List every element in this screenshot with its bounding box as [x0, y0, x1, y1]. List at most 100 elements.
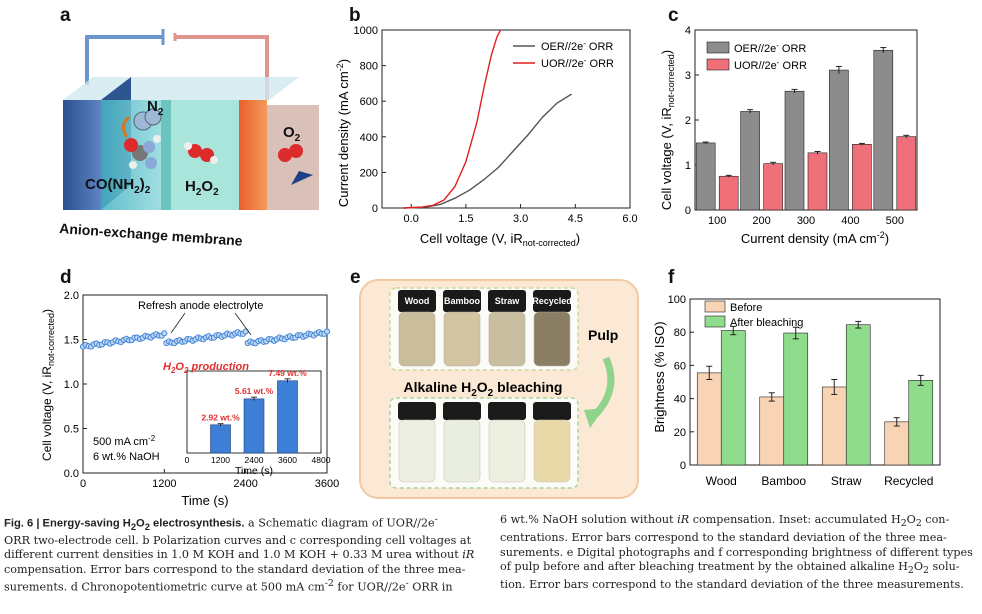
caption-line: surements. d Chronopotentiometric curve …	[4, 577, 453, 594]
vial-before	[533, 311, 571, 367]
caption-line: compensation. Error bars correspond to t…	[4, 562, 466, 576]
d-condition-current: 500 mA cm-2	[93, 434, 156, 448]
c-bar	[896, 136, 917, 211]
svg-text:After bleaching: After bleaching	[730, 317, 803, 329]
d-inset-bar-label: 5.61 wt.%	[235, 386, 274, 396]
caption-line: Fig. 6 | Energy-saving H2O2 electrosynth…	[4, 514, 438, 532]
c-ytick-label: 1	[685, 160, 691, 172]
d-annotation-arrow-left	[170, 312, 186, 334]
c-xtick-label: 400	[841, 215, 859, 227]
caption-col-2: 6 wt.% NaOH solution without iR compensa…	[500, 513, 978, 592]
caption-line: 6 wt.% NaOH solution without iR compensa…	[500, 513, 950, 530]
c-legend: OER//2e- ORR UOR//2e- ORR	[706, 41, 807, 72]
vial-before	[443, 311, 481, 367]
f-bar	[759, 396, 785, 466]
panel-label-e: e	[350, 267, 361, 288]
d-data-point	[323, 328, 331, 335]
vial-after	[533, 419, 571, 483]
c-bar	[852, 144, 872, 211]
c-xtick-label: 300	[797, 215, 815, 227]
d-inset-xlabel: Time (s)	[235, 465, 273, 477]
photo-after	[389, 397, 579, 489]
d-data-point	[161, 330, 168, 337]
caption-line: centrations. Error bars correspond to th…	[500, 531, 947, 545]
b-legend: OER//2e- ORR UOR//2e- ORR	[513, 39, 614, 70]
c-bar	[784, 90, 805, 211]
n2-label: N2	[147, 98, 164, 118]
f-ytick-label: 100	[668, 294, 686, 306]
d-ytick-label: 1.0	[64, 379, 79, 391]
anion-exchange-membrane	[161, 100, 171, 210]
c-ytick-label: 0	[685, 205, 691, 217]
pulp-label: Pulp	[588, 327, 618, 343]
wire-left	[85, 35, 163, 85]
d-inset-bar-label: 2.92 wt.%	[201, 413, 240, 423]
d-xtick-label: 3600	[315, 478, 339, 490]
caption-line: ORR two-electrode cell. b Polarization c…	[4, 534, 472, 548]
urea-molecule-icon	[124, 135, 161, 169]
d-ytick-label: 1.5	[64, 335, 79, 347]
b-ytick-label: 0	[372, 203, 378, 215]
c-ylabel: Cell voltage (V, iRnot-corrected)	[659, 50, 676, 210]
vial-cap-before	[443, 290, 481, 312]
vial-cap-before	[533, 290, 571, 312]
d-condition-electrolyte: 6 wt.% NaOH	[93, 451, 160, 463]
panel-label-c: c	[668, 5, 679, 26]
d-annotation-arrow-right	[234, 312, 252, 336]
bleach-label: Alkaline H2O2 bleaching	[404, 379, 563, 399]
c-xlabel: Current density (mA cm-2)	[741, 230, 889, 246]
c-bar	[763, 163, 783, 211]
caption-col-1: Fig. 6 | Energy-saving H2O2 electrosynth…	[4, 513, 482, 595]
f-xtick-label: Recycled	[884, 474, 933, 488]
chart-polarization: 0.0 1.5 3.0 4.5 6.0 0 200 400 600 800 1000 Cell vo…	[335, 25, 638, 248]
chart-brightness: 0 20 40 60 80 100 Wood Bamboo Straw Recycled Brig…	[652, 294, 941, 488]
c-bar	[829, 69, 849, 211]
caption-line: surements. e Digital photographs and f c…	[500, 545, 973, 559]
d-ytick-label: 2.0	[64, 290, 79, 302]
panel-label-a: a	[60, 5, 71, 26]
b-xtick-label: 0.0	[404, 213, 419, 225]
d-inset-bar-label: 7.49 wt.%	[268, 368, 307, 378]
vial-cap-after	[533, 402, 571, 420]
b-series-oer-line	[403, 93, 572, 209]
f-ytick-label: 40	[674, 394, 686, 406]
f-ytick-label: 20	[674, 427, 686, 439]
c-ytick-label: 2	[685, 115, 691, 127]
vial-after	[443, 419, 481, 483]
d-ytick-label: 0.0	[64, 468, 79, 480]
f-xtick-label: Wood	[706, 474, 737, 488]
c-xtick-label: 100	[708, 215, 726, 227]
vial-cap-after	[488, 402, 526, 420]
b-xtick-label: 6.0	[622, 213, 637, 225]
b-plot-frame	[381, 29, 631, 209]
d-inset-xtick-label: 2400	[245, 455, 264, 465]
d-inset-bar	[277, 380, 298, 454]
svg-text:UOR//2e- ORR: UOR//2e- ORR	[541, 56, 614, 70]
d-inset-bar	[210, 424, 231, 454]
b-xtick-label: 1.5	[458, 213, 473, 225]
f-plot-frame	[689, 298, 941, 466]
d-inset-xtick-label: 0	[185, 455, 190, 465]
vial-label: Straw	[495, 296, 521, 306]
d-xtick-label: 1200	[152, 478, 176, 490]
chart-cell-voltage: 0 1 2 3 4 100 200 300 400 500 Current density (mA…	[659, 25, 918, 246]
c-bar	[718, 175, 739, 211]
vial-before	[398, 311, 436, 367]
vial-after	[488, 419, 526, 483]
f-ytick-label: 0	[680, 460, 686, 472]
d-ytick-label: 0.5	[64, 424, 79, 436]
pulp-sheet	[267, 105, 319, 210]
svg-text:OER//2e- ORR: OER//2e- ORR	[541, 39, 613, 53]
panel-label-b: b	[349, 5, 361, 26]
svg-text:OER//2e- ORR: OER//2e- ORR	[734, 41, 806, 55]
vial-before	[488, 311, 526, 367]
f-bar	[720, 330, 746, 466]
panel-label-d: d	[60, 267, 72, 288]
f-ytick-label: 60	[674, 360, 686, 372]
d-inset-xtick-label: 3600	[278, 455, 297, 465]
c-ytick-label: 3	[685, 70, 691, 82]
d-xlabel: Time (s)	[181, 493, 228, 508]
vial-label: Wood	[405, 296, 430, 306]
f-bar	[696, 372, 722, 466]
panel-label-f: f	[668, 267, 675, 288]
